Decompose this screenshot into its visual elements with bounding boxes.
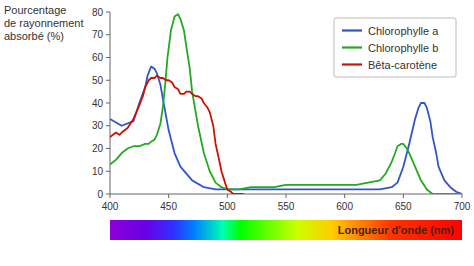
y-tick-label: 50 bbox=[92, 75, 104, 86]
y-tick bbox=[106, 171, 110, 172]
y-tick-label: 40 bbox=[92, 98, 104, 109]
y-tick-label: 20 bbox=[92, 143, 104, 154]
y-tick bbox=[106, 80, 110, 81]
y-axis-label: Pourcentagede rayonnementabsorbé (%) bbox=[4, 4, 84, 42]
y-axis: 0 10 20 30 40 50 60 70 80 bbox=[92, 7, 110, 200]
spectrum-bar bbox=[110, 220, 462, 240]
series-line bbox=[110, 67, 462, 194]
x-tick bbox=[227, 194, 228, 198]
x-tick-label: 550 bbox=[278, 201, 295, 212]
y-tick-label: 60 bbox=[92, 52, 104, 63]
x-tick bbox=[344, 194, 345, 198]
y-tick bbox=[106, 57, 110, 58]
x-tick-label: 600 bbox=[336, 201, 353, 212]
y-axis-label-line: de rayonnement bbox=[4, 17, 84, 29]
x-tick bbox=[168, 194, 169, 198]
x-tick bbox=[403, 194, 404, 198]
legend-swatch bbox=[342, 29, 362, 31]
x-tick bbox=[462, 194, 463, 198]
legend-label: Chlorophylle a bbox=[368, 25, 439, 37]
y-tick bbox=[106, 148, 110, 149]
x-axis: 400 450 500 550 600 650 700 bbox=[102, 194, 471, 212]
legend-swatch bbox=[342, 46, 362, 48]
x-axis-label: Longueur d'onde (nm) bbox=[338, 224, 455, 236]
y-tick bbox=[106, 194, 110, 195]
x-tick-label: 400 bbox=[102, 201, 119, 212]
legend-box bbox=[334, 18, 456, 77]
x-axis-line bbox=[110, 194, 462, 195]
y-tick-label: 70 bbox=[92, 29, 104, 40]
plot-area bbox=[110, 14, 462, 194]
y-tick-label: 10 bbox=[92, 166, 104, 177]
y-tick-label: 80 bbox=[92, 7, 104, 18]
series-line bbox=[110, 14, 462, 194]
y-axis-label-line: Pourcentage bbox=[4, 4, 66, 16]
y-axis-line bbox=[110, 12, 111, 194]
y-tick bbox=[106, 34, 110, 35]
x-tick-label: 650 bbox=[395, 201, 412, 212]
y-tick bbox=[106, 125, 110, 126]
series-line bbox=[110, 76, 244, 194]
y-tick bbox=[106, 12, 110, 13]
x-tick-label: 700 bbox=[454, 201, 471, 212]
chart: Pourcentagede rayonnementabsorbé (%) 0 10 2… bbox=[0, 0, 474, 266]
y-axis-label-line: absorbé (%) bbox=[4, 30, 64, 42]
y-tick-label: 30 bbox=[92, 120, 104, 131]
x-tick bbox=[286, 194, 287, 198]
legend-label: Chlorophylle b bbox=[368, 42, 438, 54]
legend-swatch bbox=[342, 63, 362, 65]
y-tick-label: 0 bbox=[97, 189, 103, 200]
x-tick-label: 500 bbox=[219, 201, 236, 212]
x-tick-label: 450 bbox=[160, 201, 177, 212]
y-tick bbox=[106, 103, 110, 104]
page: {"chart_data": {"type": "line", "xlabel"… bbox=[0, 0, 474, 266]
legend: Chlorophylle a Chlorophylle b Bêta-carotèn… bbox=[334, 18, 456, 77]
legend-label: Bêta-carotène bbox=[368, 59, 437, 71]
x-tick bbox=[110, 194, 111, 198]
